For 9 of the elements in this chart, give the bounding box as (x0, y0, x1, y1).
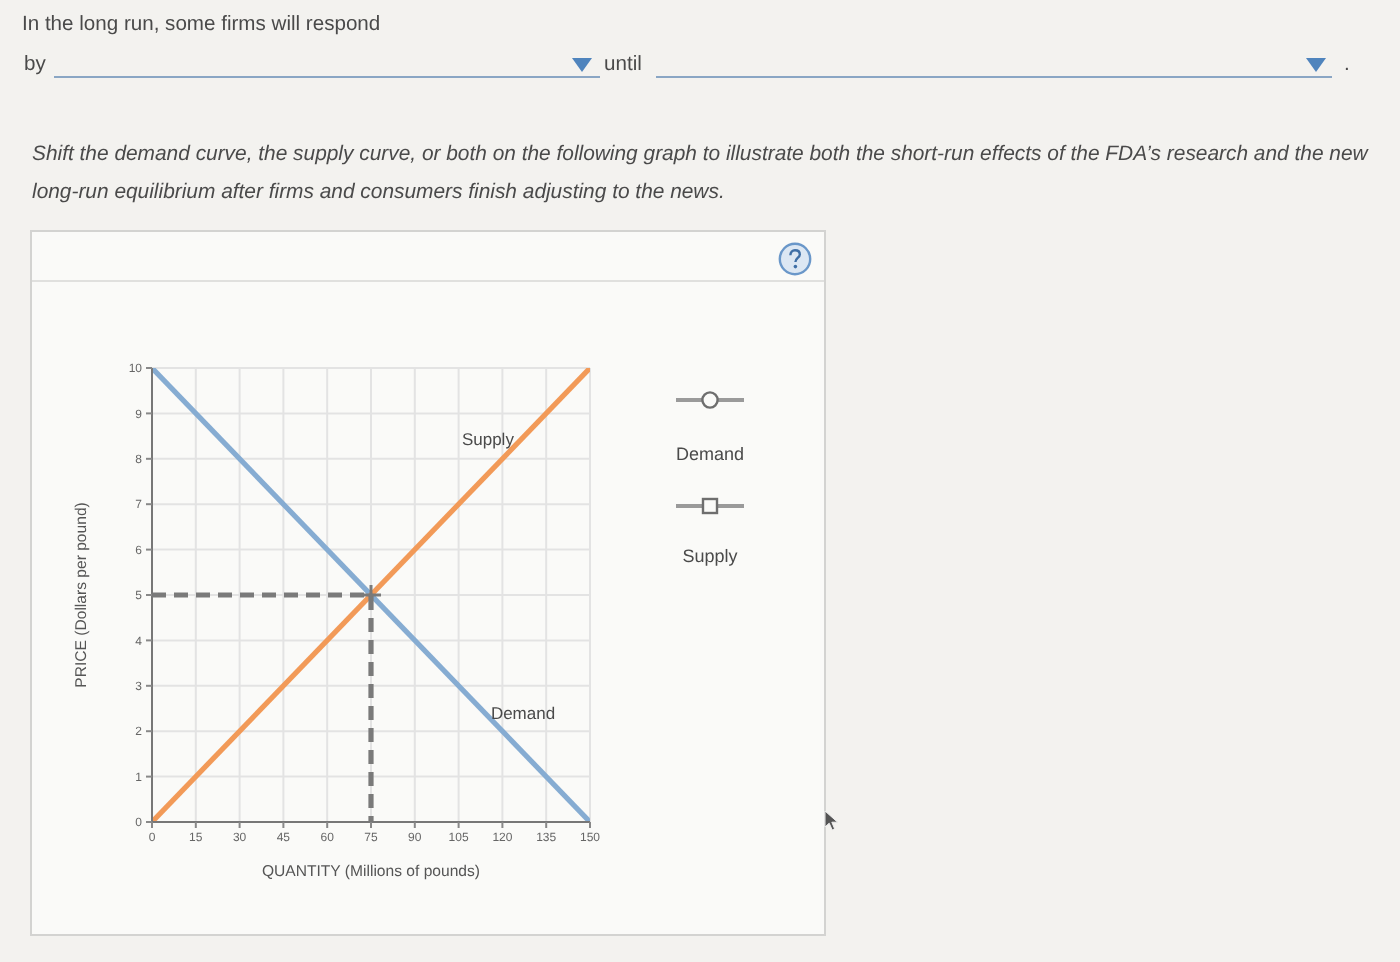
text: until (604, 54, 642, 76)
text: Supply (680, 546, 740, 566)
text: by (24, 54, 46, 76)
text: In the long run, some firms will respond (22, 14, 381, 36)
text: Demand (673, 444, 747, 464)
series-label: Demand (490, 703, 556, 724)
text: Shift the demand curve, the supply curve, or both on the following graph to illustrate both the short-run effects of the FDA’s research and the new long-run equilibrium after firms and consumers finish adjusting to the news. (32, 142, 1371, 207)
series-label: Supply (461, 428, 516, 449)
text: . (1344, 54, 1350, 76)
